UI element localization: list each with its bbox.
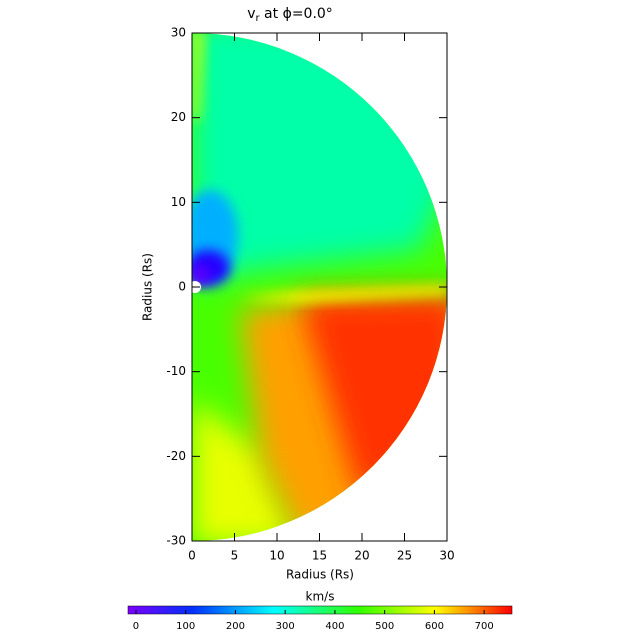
y-tick-label: 20 — [171, 110, 186, 124]
x-tick-label: 20 — [354, 549, 369, 563]
velocity-field — [192, 33, 447, 541]
y-tick-label: -10 — [166, 364, 186, 378]
x-tick-label: 10 — [269, 549, 284, 563]
y-tick-label: -20 — [166, 449, 186, 463]
colorbar-tick-label: 600 — [425, 621, 444, 632]
x-tick-label: 0 — [188, 549, 196, 563]
y-tick-label: 0 — [178, 280, 186, 294]
y-tick-label: 10 — [171, 195, 186, 209]
colorbar-tick-label: 700 — [475, 621, 494, 632]
colorbar-tick-label: 400 — [325, 621, 344, 632]
y-tick-label: 30 — [171, 26, 186, 40]
colorbar-tick-label: 200 — [226, 621, 245, 632]
colorbar-tick-label: 500 — [375, 621, 394, 632]
y-tick-label: -30 — [166, 534, 186, 548]
x-tick-label: 25 — [397, 549, 412, 563]
chart-title: vr at ϕ=0.0° — [247, 6, 333, 24]
x-tick-label: 5 — [231, 549, 239, 563]
colorbar-label: km/s — [306, 590, 335, 604]
x-tick-label: 30 — [439, 549, 454, 563]
y-axis-label: Radius (Rs) — [141, 253, 155, 321]
colorbar-tick-label: 300 — [276, 621, 295, 632]
colorbar-tick-label: 0 — [133, 621, 139, 632]
x-axis-label: Radius (Rs) — [286, 568, 354, 582]
colorbar-tick-label: 100 — [176, 621, 195, 632]
colorbar — [127, 605, 513, 615]
x-tick-label: 15 — [312, 549, 327, 563]
